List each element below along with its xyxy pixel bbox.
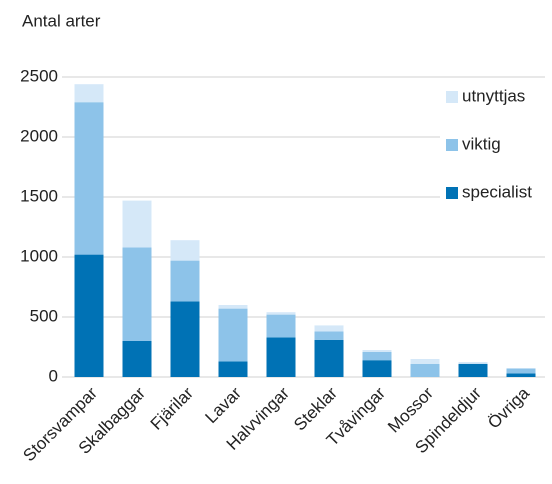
bar-segment bbox=[506, 368, 536, 374]
bar-segment bbox=[122, 341, 152, 377]
y-tick-label: 1000 bbox=[20, 246, 58, 265]
bar-segment bbox=[170, 240, 200, 261]
bar-segment bbox=[218, 305, 248, 309]
bar-segment bbox=[218, 308, 248, 362]
bar-segment bbox=[122, 200, 152, 248]
y-axis-label: Antal arter bbox=[22, 11, 101, 30]
bar-segment bbox=[266, 312, 296, 315]
bar-segment bbox=[266, 314, 296, 338]
bar-segment bbox=[122, 247, 152, 341]
x-tick-label: Övriga bbox=[484, 383, 533, 432]
bar-segment bbox=[410, 363, 440, 377]
bar-segment bbox=[74, 254, 104, 377]
legend-label: specialist bbox=[462, 182, 532, 201]
bar-segment bbox=[506, 373, 536, 377]
bar-segment bbox=[506, 368, 536, 369]
bar-segment bbox=[314, 325, 344, 332]
y-tick-label: 0 bbox=[49, 366, 58, 385]
bar-segment bbox=[458, 363, 488, 377]
y-tick-label: 2500 bbox=[20, 66, 58, 85]
bar-segment bbox=[314, 331, 344, 340]
bar-segment bbox=[218, 361, 248, 377]
bar-segment bbox=[266, 337, 296, 377]
bar-segment bbox=[362, 360, 392, 377]
bar-segment bbox=[170, 260, 200, 302]
y-tick-label: 500 bbox=[30, 306, 58, 325]
bar-segment bbox=[410, 359, 440, 364]
x-tick-label: Lavar bbox=[201, 383, 245, 427]
y-tick-label: 1500 bbox=[20, 186, 58, 205]
bar-segment bbox=[458, 362, 488, 364]
bar-segment bbox=[314, 339, 344, 377]
bar-segment bbox=[170, 301, 200, 377]
y-tick-label: 2000 bbox=[20, 126, 58, 145]
x-tick-label: Fjärilar bbox=[147, 383, 197, 433]
bar-segment bbox=[362, 351, 392, 361]
legend-label: viktig bbox=[462, 134, 501, 153]
bar-segment bbox=[362, 350, 392, 352]
legend-swatch bbox=[446, 139, 458, 151]
bar-segment bbox=[74, 102, 104, 255]
bar-segment bbox=[74, 84, 104, 103]
legend-swatch bbox=[446, 91, 458, 103]
legend-label: utnyttjas bbox=[462, 86, 525, 105]
legend-swatch bbox=[446, 187, 458, 199]
